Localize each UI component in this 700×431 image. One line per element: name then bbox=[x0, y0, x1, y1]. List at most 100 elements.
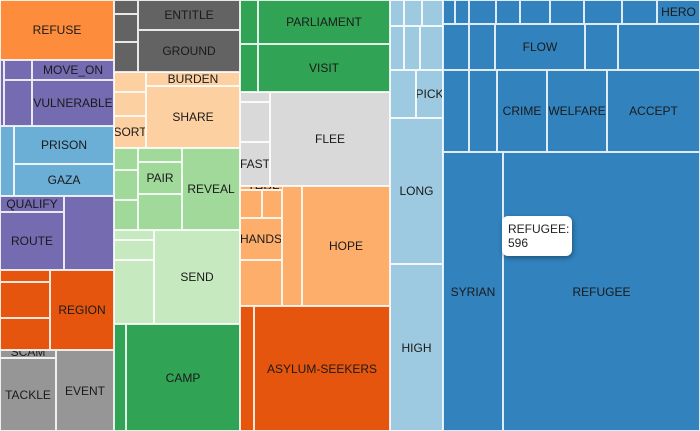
treemap-label-welfare: WELFARE bbox=[548, 104, 606, 118]
treemap-cell[interactable] bbox=[404, 0, 422, 26]
treemap-cell-vulnerable[interactable]: VULNERABLE bbox=[32, 80, 114, 126]
treemap-cell-accept[interactable]: ACCEPT bbox=[607, 70, 700, 152]
treemap-cell-pick[interactable]: PICK bbox=[416, 70, 443, 118]
treemap-cell[interactable] bbox=[0, 318, 50, 350]
treemap-cell-send[interactable]: SEND bbox=[154, 230, 240, 324]
treemap-cell-event[interactable]: EVENT bbox=[56, 350, 114, 431]
treemap-cell-high[interactable]: HIGH bbox=[390, 264, 443, 431]
treemap-cell-welfare[interactable]: WELFARE bbox=[547, 70, 607, 152]
treemap-cell[interactable] bbox=[240, 0, 258, 44]
treemap-label-tackle: TACKLE bbox=[5, 387, 51, 402]
treemap-cell[interactable] bbox=[4, 60, 32, 80]
treemap-cell[interactable] bbox=[114, 170, 138, 200]
treemap-cell[interactable] bbox=[240, 190, 262, 218]
treemap-cell[interactable] bbox=[114, 92, 146, 116]
treemap-cell-share[interactable]: SHARE bbox=[146, 86, 240, 148]
treemap-cell[interactable] bbox=[240, 260, 282, 306]
treemap-cell[interactable] bbox=[0, 126, 14, 196]
treemap-cell[interactable] bbox=[420, 26, 443, 70]
treemap-cell[interactable] bbox=[282, 186, 302, 306]
treemap-cell[interactable] bbox=[114, 0, 138, 14]
treemap-cell-parliament[interactable]: PARLIAMENT bbox=[258, 0, 390, 44]
treemap-cell-visit[interactable]: VISIT bbox=[258, 44, 390, 92]
treemap-cell[interactable] bbox=[622, 0, 657, 24]
treemap-cell-hands[interactable]: HANDS bbox=[240, 218, 282, 260]
treemap-cell-flee[interactable]: FLEE bbox=[270, 92, 390, 186]
treemap-cell[interactable] bbox=[114, 148, 138, 170]
treemap-label-vulnerable: VULNERABLE bbox=[33, 96, 113, 110]
treemap-cell[interactable] bbox=[404, 26, 420, 70]
treemap-cell-pair[interactable]: PAIR bbox=[138, 162, 182, 194]
treemap-cell[interactable] bbox=[138, 148, 182, 162]
treemap-cell-camp[interactable]: CAMP bbox=[126, 324, 240, 431]
treemap-cell-gaza[interactable]: GAZA bbox=[14, 164, 114, 196]
treemap-cell[interactable] bbox=[138, 194, 182, 230]
treemap-cell[interactable] bbox=[585, 24, 618, 70]
treemap-cell[interactable] bbox=[114, 230, 154, 240]
treemap-cell-move_on[interactable]: MOVE_ON bbox=[32, 60, 114, 80]
treemap-cell-route[interactable]: ROUTE bbox=[0, 212, 64, 270]
treemap-cell[interactable] bbox=[114, 14, 138, 42]
treemap-cell[interactable] bbox=[240, 306, 254, 431]
treemap-label-crime: CRIME bbox=[502, 104, 542, 118]
treemap-cell[interactable] bbox=[114, 200, 138, 230]
treemap-cell[interactable] bbox=[584, 0, 622, 24]
treemap-cell-flow[interactable]: FLOW bbox=[495, 24, 585, 70]
treemap-cell[interactable] bbox=[550, 0, 584, 24]
treemap-cell[interactable] bbox=[390, 70, 416, 118]
treemap-cell[interactable] bbox=[114, 72, 146, 92]
treemap-cell[interactable] bbox=[390, 26, 404, 70]
treemap-cell-tackle[interactable]: TACKLE bbox=[0, 358, 56, 431]
treemap-cell[interactable] bbox=[443, 24, 469, 70]
treemap-cell[interactable] bbox=[114, 260, 154, 324]
treemap-label-event: EVENT bbox=[64, 383, 105, 398]
treemap-cell[interactable] bbox=[240, 102, 270, 142]
treemap-cell-long[interactable]: LONG bbox=[390, 118, 443, 264]
treemap-cell[interactable] bbox=[443, 0, 455, 24]
treemap-label-reveal: REVEAL bbox=[187, 182, 235, 196]
treemap-label-high: HIGH bbox=[401, 340, 432, 355]
treemap-cell[interactable] bbox=[4, 80, 32, 126]
treemap-cell-ground[interactable]: GROUND bbox=[138, 30, 240, 72]
treemap-cell[interactable] bbox=[496, 0, 520, 24]
treemap-cell[interactable] bbox=[262, 190, 282, 218]
treemap-cell[interactable] bbox=[0, 270, 50, 282]
treemap-label-route: ROUTE bbox=[11, 234, 53, 248]
treemap-cell[interactable] bbox=[520, 0, 550, 24]
treemap-cell[interactable] bbox=[240, 44, 258, 92]
treemap-cell-hero[interactable]: HERO bbox=[657, 0, 700, 24]
treemap-cell-asylum-seekers[interactable]: ASYLUM-SEEKERS bbox=[254, 306, 390, 431]
treemap-cell[interactable] bbox=[0, 60, 4, 126]
treemap-cell-crime[interactable]: CRIME bbox=[497, 70, 547, 152]
treemap-cell-scam[interactable]: SCAM bbox=[0, 350, 56, 358]
treemap-cell[interactable] bbox=[0, 282, 50, 318]
treemap-cell-refugee[interactable]: REFUGEE bbox=[503, 152, 700, 431]
treemap-cell[interactable] bbox=[469, 24, 495, 70]
treemap-cell-reveal[interactable]: REVEAL bbox=[182, 148, 240, 230]
treemap-cell[interactable] bbox=[64, 196, 114, 270]
treemap-cell-fast[interactable]: FAST bbox=[240, 142, 270, 186]
treemap-cell-qualify[interactable]: QUALIFY bbox=[0, 196, 64, 212]
treemap-label-asylum-seekers: ASYLUM-SEEKERS bbox=[266, 361, 378, 376]
treemap-cell-burden[interactable]: BURDEN bbox=[146, 72, 240, 86]
treemap-cell[interactable] bbox=[443, 70, 469, 152]
treemap-cell-hope[interactable]: HOPE bbox=[302, 186, 390, 306]
treemap-cell-prison[interactable]: PRISON bbox=[14, 126, 114, 164]
treemap-cell[interactable] bbox=[114, 42, 138, 72]
treemap-cell-region[interactable]: REGION bbox=[50, 270, 114, 350]
treemap-cell[interactable] bbox=[114, 324, 126, 431]
treemap-cell[interactable] bbox=[469, 70, 497, 152]
treemap-cell[interactable] bbox=[390, 0, 404, 26]
treemap-label-entitle: ENTITLE bbox=[164, 8, 214, 22]
treemap-cell-syrian[interactable]: SYRIAN bbox=[443, 152, 503, 431]
treemap-cell[interactable] bbox=[469, 0, 496, 24]
treemap-label-pair: PAIR bbox=[146, 171, 174, 185]
treemap-cell[interactable] bbox=[455, 0, 469, 24]
treemap-cell[interactable] bbox=[618, 24, 700, 70]
treemap-cell[interactable] bbox=[240, 92, 270, 102]
treemap-cell[interactable] bbox=[422, 0, 443, 26]
treemap-cell-entitle[interactable]: ENTITLE bbox=[138, 0, 240, 30]
treemap-cell[interactable] bbox=[114, 240, 154, 260]
treemap-cell-refuse[interactable]: REFUSE bbox=[0, 0, 114, 60]
treemap-cell-sort[interactable]: SORT bbox=[114, 116, 146, 148]
